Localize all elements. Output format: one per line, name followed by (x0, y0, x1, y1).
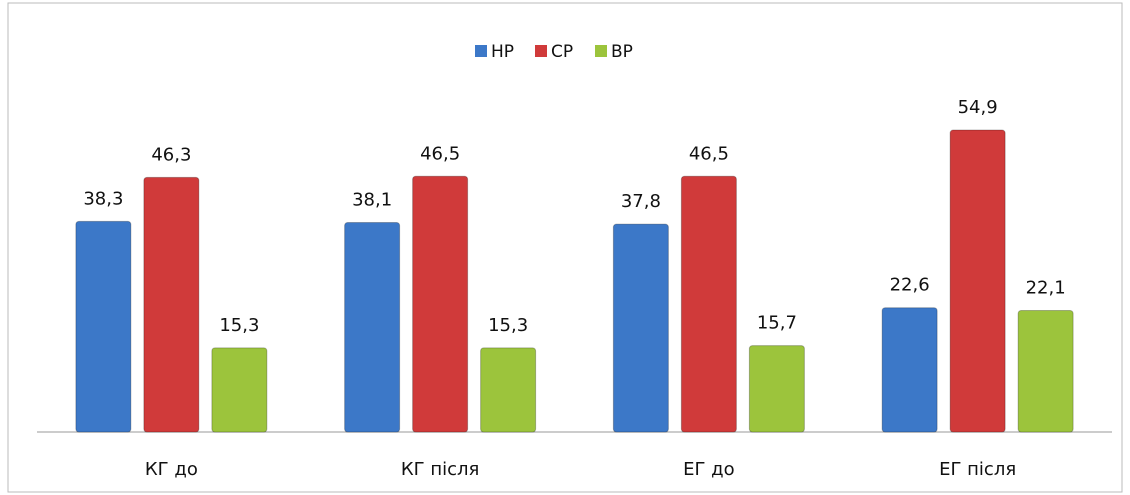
x-tick-label: ЕГ після (939, 459, 1016, 480)
x-tick-label: КГ після (401, 459, 479, 480)
bar (1017, 309, 1074, 433)
legend-label: ВР (611, 42, 633, 62)
bar (480, 347, 537, 433)
bar (344, 221, 401, 433)
legend-label: НР (491, 42, 514, 62)
bar (680, 175, 737, 433)
bar (881, 307, 938, 433)
value-label: 37,8 (621, 191, 661, 212)
value-label: 38,1 (352, 189, 392, 210)
value-label: 15,3 (488, 315, 528, 336)
value-label: 46,3 (151, 144, 191, 165)
bar (748, 345, 805, 433)
value-label: 15,3 (219, 315, 259, 336)
x-tick-label: ЕГ до (683, 459, 735, 480)
value-label: 46,5 (689, 143, 729, 164)
legend-swatch (535, 45, 547, 57)
bar (949, 129, 1006, 433)
legend-swatch (595, 45, 607, 57)
bar (211, 347, 268, 433)
value-label: 15,7 (757, 313, 797, 334)
value-label: 22,1 (1026, 277, 1066, 298)
value-label: 22,6 (890, 275, 930, 296)
legend-swatch (475, 45, 487, 57)
value-label: 54,9 (958, 97, 998, 118)
legend-label: СР (551, 42, 573, 62)
bar (412, 175, 469, 433)
x-tick-label: КГ до (145, 459, 198, 480)
value-label: 38,3 (83, 188, 123, 209)
bar (143, 176, 200, 433)
bar (612, 223, 669, 433)
bar (75, 220, 132, 433)
value-label: 46,5 (420, 143, 460, 164)
